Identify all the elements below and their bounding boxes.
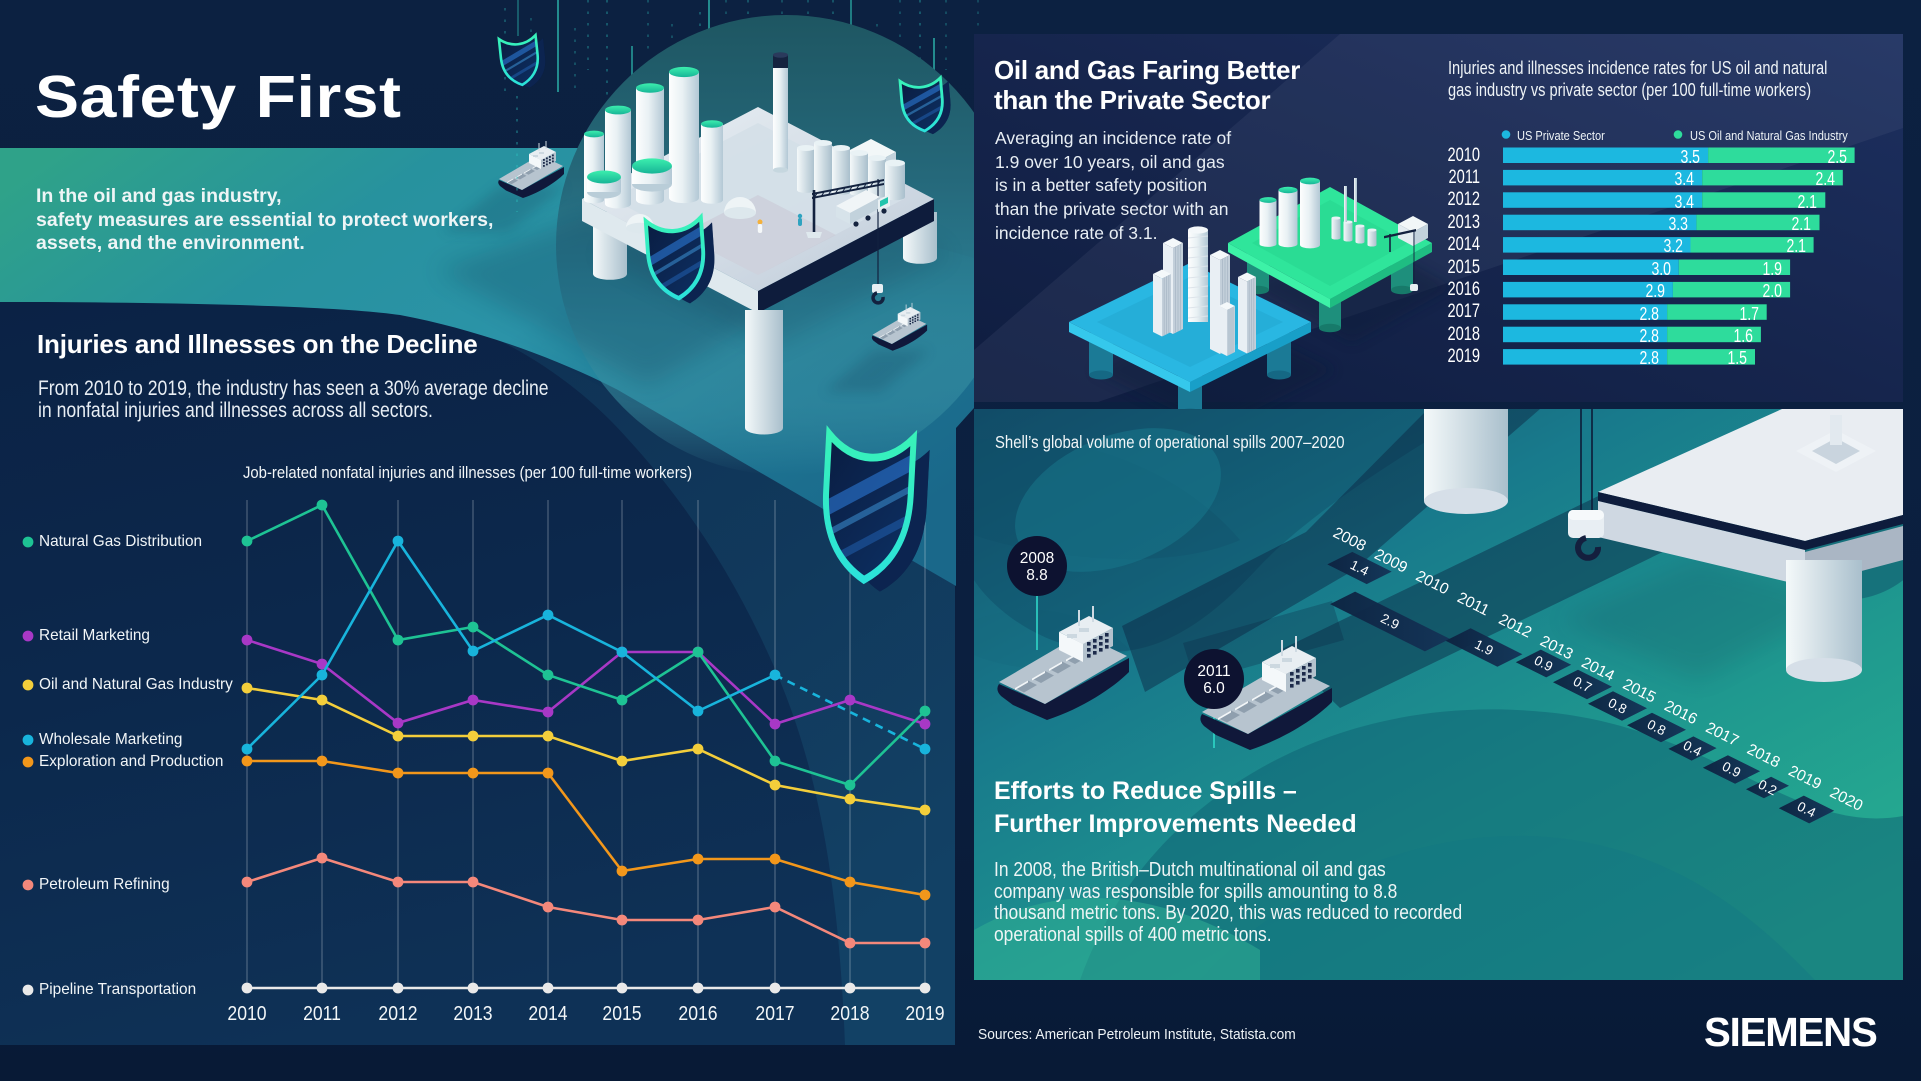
svg-text:2008: 2008 xyxy=(1020,550,1054,567)
svg-text:6.0: 6.0 xyxy=(1203,680,1225,697)
svg-text:2011: 2011 xyxy=(1197,663,1230,680)
svg-text:8.8: 8.8 xyxy=(1026,567,1048,584)
